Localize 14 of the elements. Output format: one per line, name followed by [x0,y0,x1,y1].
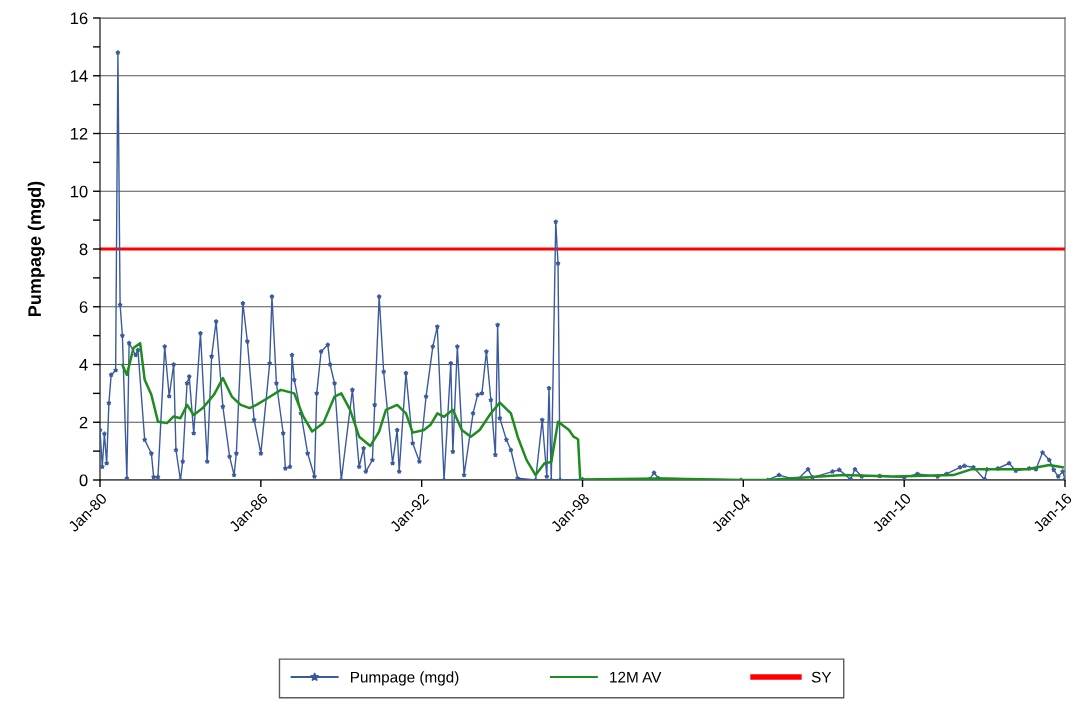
legend-label: SY [811,671,832,683]
y-tick-label: 12 [70,127,88,140]
y-tick-label: 0 [79,474,88,487]
y-tick-label: 8 [79,243,88,256]
y-tick-label: 14 [70,70,88,82]
y-axis-title: Pumpage (mgd) [27,181,45,316]
legend-label: Pumpage (mgd) [351,671,459,686]
y-tick-label: 16 [70,12,88,25]
line-series [121,341,1064,480]
y-tick-label: 6 [79,301,88,313]
legend-label: 12M AV [610,671,662,683]
y-tick-label: 4 [79,359,88,371]
y-tick-label: 2 [79,416,88,429]
y-tick-label: 10 [70,185,88,198]
